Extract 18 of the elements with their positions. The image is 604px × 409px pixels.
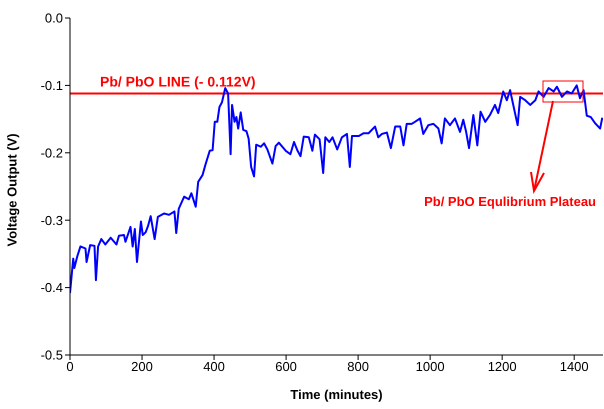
y-tick-label: -0.5 xyxy=(40,348,63,363)
x-tick-label: 1200 xyxy=(488,359,517,374)
x-tick-label: 600 xyxy=(275,359,297,374)
x-axis-title: Time (minutes) xyxy=(290,387,383,402)
y-tick-label: 0.0 xyxy=(44,10,63,26)
y-tick-label: -0.2 xyxy=(40,145,63,160)
x-tick-label: 1400 xyxy=(560,359,589,374)
ref-line-label: Pb/ PbO LINE (- 0.112V) xyxy=(100,73,256,90)
x-tick-label: 0 xyxy=(66,359,74,374)
x-tick-label: 1000 xyxy=(416,359,445,374)
x-tick-label: 400 xyxy=(203,359,225,374)
y-tick-label: -0.4 xyxy=(40,280,63,296)
y-tick-label: -0.3 xyxy=(40,212,63,228)
y-tick-label: -0.1 xyxy=(40,78,63,94)
x-tick-label: 200 xyxy=(131,359,153,374)
annotation: Pb/ PbO Equlibrium Plateau xyxy=(424,194,596,209)
y-axis-title: Voltage Output (V) xyxy=(4,133,20,246)
x-tick-label: 800 xyxy=(347,359,369,374)
